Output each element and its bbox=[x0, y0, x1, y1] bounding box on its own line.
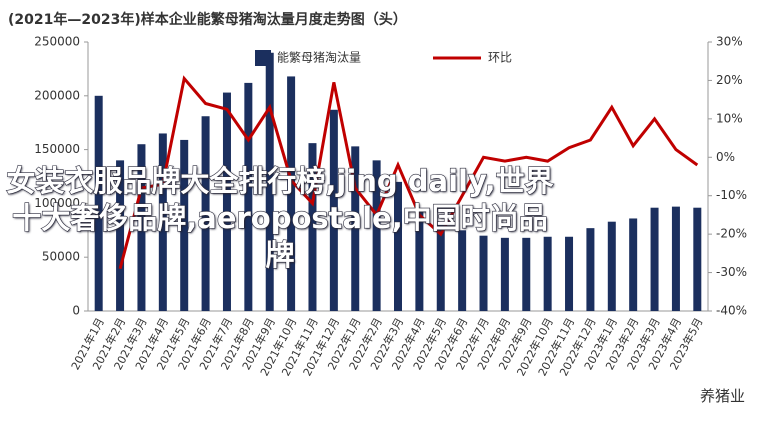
watermark: 养猪业 bbox=[699, 387, 745, 405]
chart-title: (2021年—2023年)样本企业能繁母猪淘汰量月度走势图（头） bbox=[8, 11, 407, 28]
bar bbox=[116, 160, 125, 311]
y2-tick-label: -30% bbox=[716, 265, 747, 279]
bar bbox=[180, 139, 189, 311]
bar bbox=[607, 221, 616, 311]
y-tick-label: 200000 bbox=[34, 88, 80, 102]
bar bbox=[222, 92, 231, 312]
y2-tick-label: 30% bbox=[716, 35, 743, 49]
bar bbox=[329, 109, 338, 312]
y-tick-label: 250000 bbox=[34, 35, 80, 49]
bar bbox=[522, 237, 531, 311]
legend-label: 环比 bbox=[488, 51, 512, 65]
bar bbox=[244, 82, 253, 311]
bar bbox=[458, 230, 467, 311]
bar bbox=[586, 228, 595, 311]
y2-tick-label: 20% bbox=[716, 73, 743, 87]
y-tick-label: 50000 bbox=[42, 250, 80, 264]
bar bbox=[287, 76, 296, 311]
bar bbox=[201, 116, 210, 311]
bar bbox=[394, 181, 402, 311]
line bbox=[118, 75, 699, 270]
bar bbox=[500, 237, 509, 311]
bar bbox=[372, 160, 381, 311]
bar bbox=[543, 236, 552, 311]
overlay-text: 女装衣服品牌大全排行榜,jing daily,世界十大奢侈品牌,aeropost… bbox=[6, 163, 554, 272]
y2-tick-label: -10% bbox=[716, 188, 747, 202]
y2-tick-label: 10% bbox=[716, 111, 743, 125]
bar bbox=[693, 207, 702, 311]
y2-tick-label: -40% bbox=[716, 304, 747, 318]
legend-swatch bbox=[255, 50, 271, 66]
y2-tick-label: -20% bbox=[716, 227, 747, 241]
y-tick-label: 100000 bbox=[34, 196, 80, 210]
bar bbox=[479, 235, 488, 311]
bar bbox=[436, 224, 445, 311]
bar bbox=[308, 143, 317, 311]
bar bbox=[650, 207, 659, 311]
bar bbox=[565, 236, 574, 311]
bar bbox=[351, 146, 360, 311]
bar bbox=[671, 206, 680, 311]
bar bbox=[415, 208, 424, 311]
y-tick-label: 0 bbox=[72, 304, 80, 318]
bar bbox=[629, 218, 638, 311]
y-tick-label: 150000 bbox=[34, 142, 80, 156]
bar bbox=[94, 95, 103, 311]
legend-label: 能繁母猪淘汰量 bbox=[277, 50, 361, 65]
y2-tick-label: 0% bbox=[716, 150, 735, 164]
bar bbox=[265, 52, 274, 311]
bar bbox=[158, 133, 167, 311]
bar bbox=[137, 144, 146, 311]
